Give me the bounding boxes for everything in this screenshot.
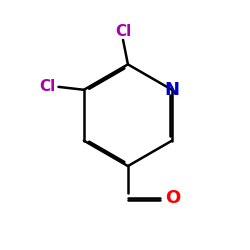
- Text: N: N: [164, 81, 180, 99]
- Text: O: O: [165, 189, 180, 207]
- Text: Cl: Cl: [40, 79, 56, 94]
- Text: Cl: Cl: [115, 24, 131, 39]
